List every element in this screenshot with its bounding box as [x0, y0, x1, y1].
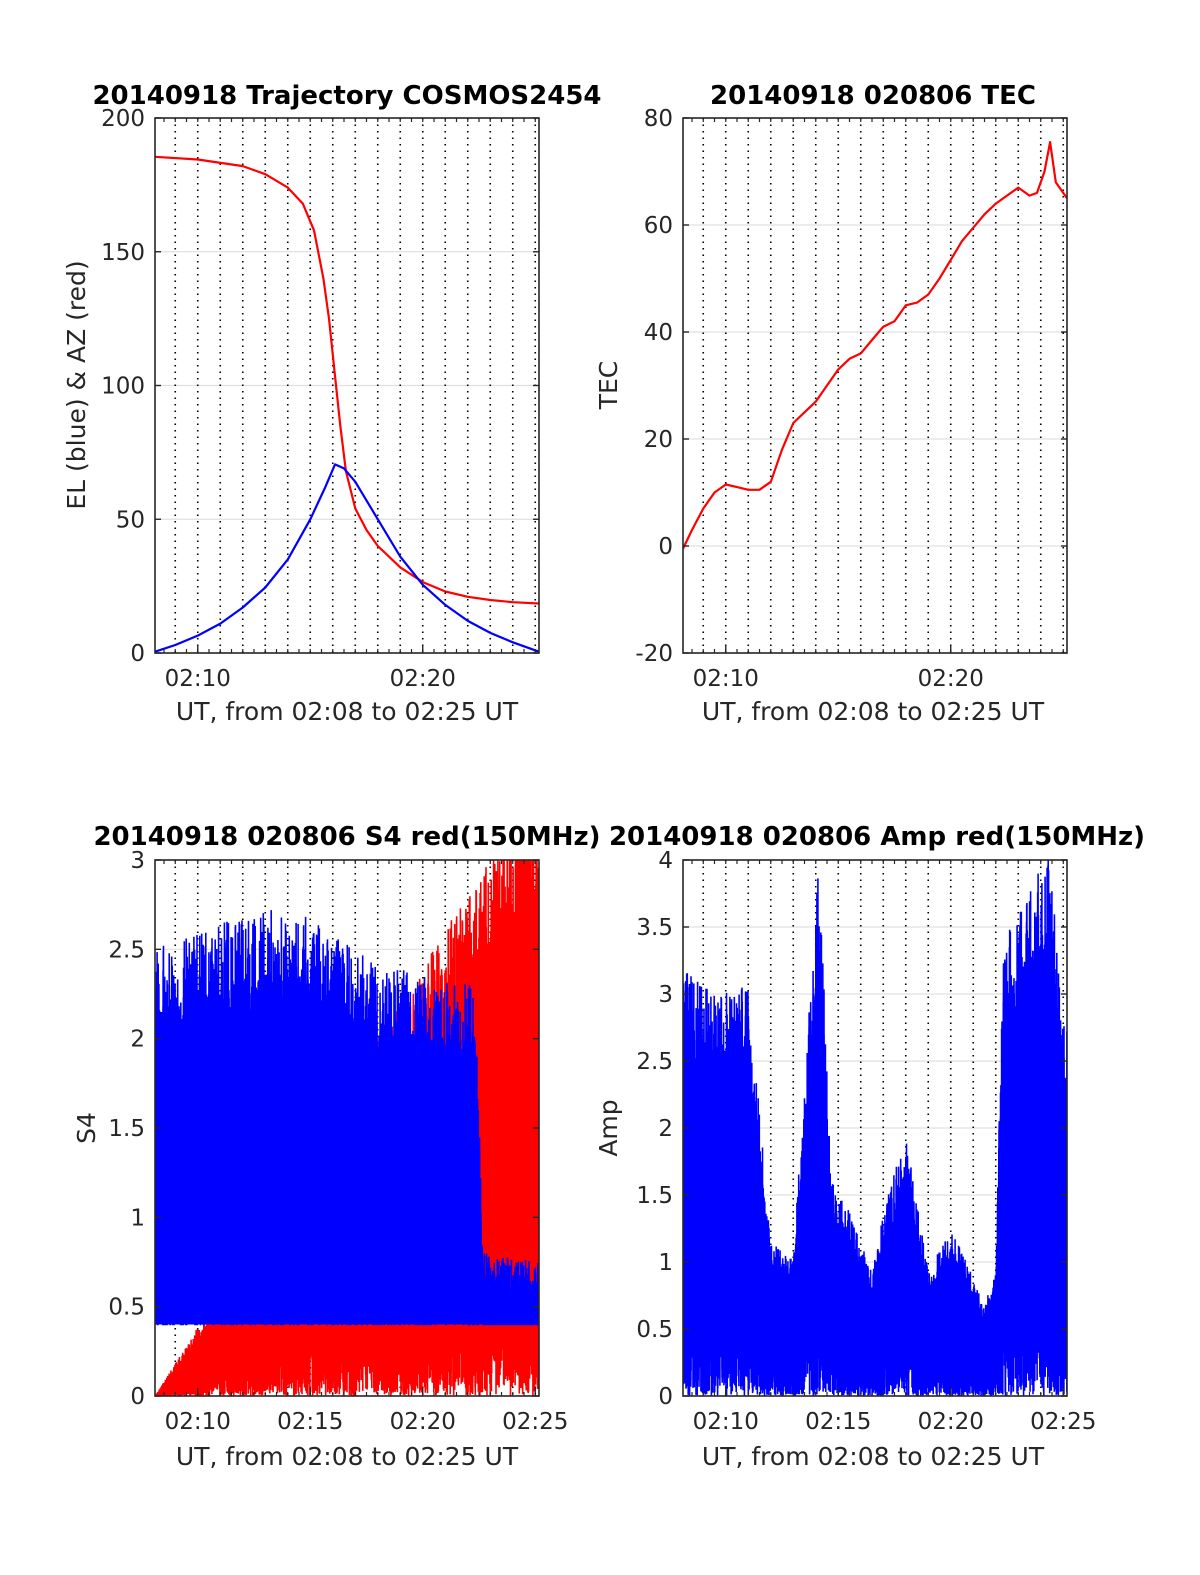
x-tick-label: 02:15 — [805, 1409, 871, 1435]
x-tick-label: 02:20 — [918, 666, 984, 692]
y-tick-label: 50 — [116, 507, 145, 533]
y-tick-label: 2 — [658, 1116, 673, 1142]
y-tick-label: 1 — [130, 1205, 145, 1231]
y-tick-label: 100 — [101, 374, 145, 400]
y-tick-label: 3.5 — [636, 915, 673, 941]
amp-panel: 20140918 020806 Amp red(150MHz) Amp UT, … — [594, 822, 1145, 1471]
trajectory-title: 20140918 Trajectory COSMOS2454 — [92, 81, 601, 111]
x-tick-label: 02:10 — [165, 666, 231, 692]
amp-x-label: UT, from 02:08 to 02:25 UT — [702, 1442, 1045, 1471]
y-tick-label: -20 — [635, 641, 673, 667]
tec-y-label: TEC — [594, 361, 623, 411]
x-tick-label: 02:20 — [390, 666, 456, 692]
y-tick-label: 1 — [658, 1250, 673, 1276]
x-tick-label: 02:25 — [1030, 1409, 1096, 1435]
tec-plot-area: -20 0 20 40 60 80 02:10 02:20 — [635, 106, 1068, 692]
x-tick-label: 02:15 — [277, 1409, 343, 1435]
y-tick-label: 60 — [644, 213, 673, 239]
s4-y-label: S4 — [72, 1112, 101, 1144]
amp-plot-area: 0 0.5 1 1.5 2 2.5 3 3.5 4 02:10 02:15 02:20 02:25 — [636, 848, 1096, 1435]
y-tick-label: 0 — [658, 534, 673, 560]
tec-title: 20140918 020806 TEC — [710, 81, 1036, 111]
series-line-0 — [155, 155, 539, 605]
trajectory-panel: 20140918 Trajectory COSMOS2454 EL (blue)… — [62, 81, 602, 726]
y-tick-label: 3 — [658, 982, 673, 1008]
y-tick-label: 80 — [644, 106, 673, 132]
x-tick-label: 02:25 — [502, 1409, 568, 1435]
y-tick-label: 150 — [101, 240, 145, 266]
series-line-0 — [683, 860, 1067, 1396]
y-tick-label: 3 — [130, 848, 145, 874]
series-line-1 — [155, 463, 539, 653]
series-group — [155, 860, 539, 1396]
y-tick-label: 20 — [644, 427, 673, 453]
y-tick-label: 2.5 — [108, 937, 145, 963]
x-tick-label: 02:10 — [693, 666, 759, 692]
y-tick-label: 2.5 — [636, 1049, 673, 1075]
y-tick-label: 1.5 — [108, 1116, 145, 1142]
series-group — [155, 155, 539, 653]
axes-box — [682, 117, 1068, 654]
y-tick-label: 4 — [658, 848, 673, 874]
tec-x-label: UT, from 02:08 to 02:25 UT — [702, 697, 1045, 726]
y-tick-label: 2 — [130, 1027, 145, 1053]
amp-y-label: Amp — [594, 1099, 623, 1156]
y-tick-label: 0 — [130, 1384, 145, 1410]
y-tick-label: 0.5 — [636, 1317, 673, 1343]
s4-title: 20140918 020806 S4 red(150MHz) — [93, 822, 600, 852]
y-tick-label: 0 — [658, 1384, 673, 1410]
x-tick-label: 02:20 — [390, 1409, 456, 1435]
series-group — [683, 141, 1067, 550]
trajectory-y-label: EL (blue) & AZ (red) — [62, 260, 91, 509]
y-tick-label: 0.5 — [108, 1295, 145, 1321]
trajectory-plot-area: 0 50 100 150 200 02:10 02:20 — [101, 106, 540, 692]
s4-x-label: UT, from 02:08 to 02:25 UT — [176, 1442, 519, 1471]
x-tick-label: 02:20 — [918, 1409, 984, 1435]
x-tick-label: 02:10 — [693, 1409, 759, 1435]
s4-panel: 20140918 020806 S4 red(150MHz) S4 UT, fr… — [72, 822, 601, 1471]
x-tick-label: 02:10 — [165, 1409, 231, 1435]
amp-title: 20140918 020806 Amp red(150MHz) — [609, 822, 1145, 852]
series-line-1 — [155, 910, 539, 1326]
series-line-0 — [683, 141, 1067, 550]
trajectory-x-label: UT, from 02:08 to 02:25 UT — [176, 697, 519, 726]
y-tick-label: 0 — [130, 641, 145, 667]
tec-panel: 20140918 020806 TEC TEC UT, from 02:08 t… — [594, 81, 1068, 726]
y-tick-label: 40 — [644, 320, 673, 346]
y-tick-label: 1.5 — [636, 1183, 673, 1209]
y-tick-label: 200 — [101, 106, 145, 132]
series-group — [683, 860, 1067, 1396]
s4-plot-area: 0 0.5 1 1.5 2 2.5 3 02:10 02:15 02:20 02:25 — [108, 848, 568, 1435]
